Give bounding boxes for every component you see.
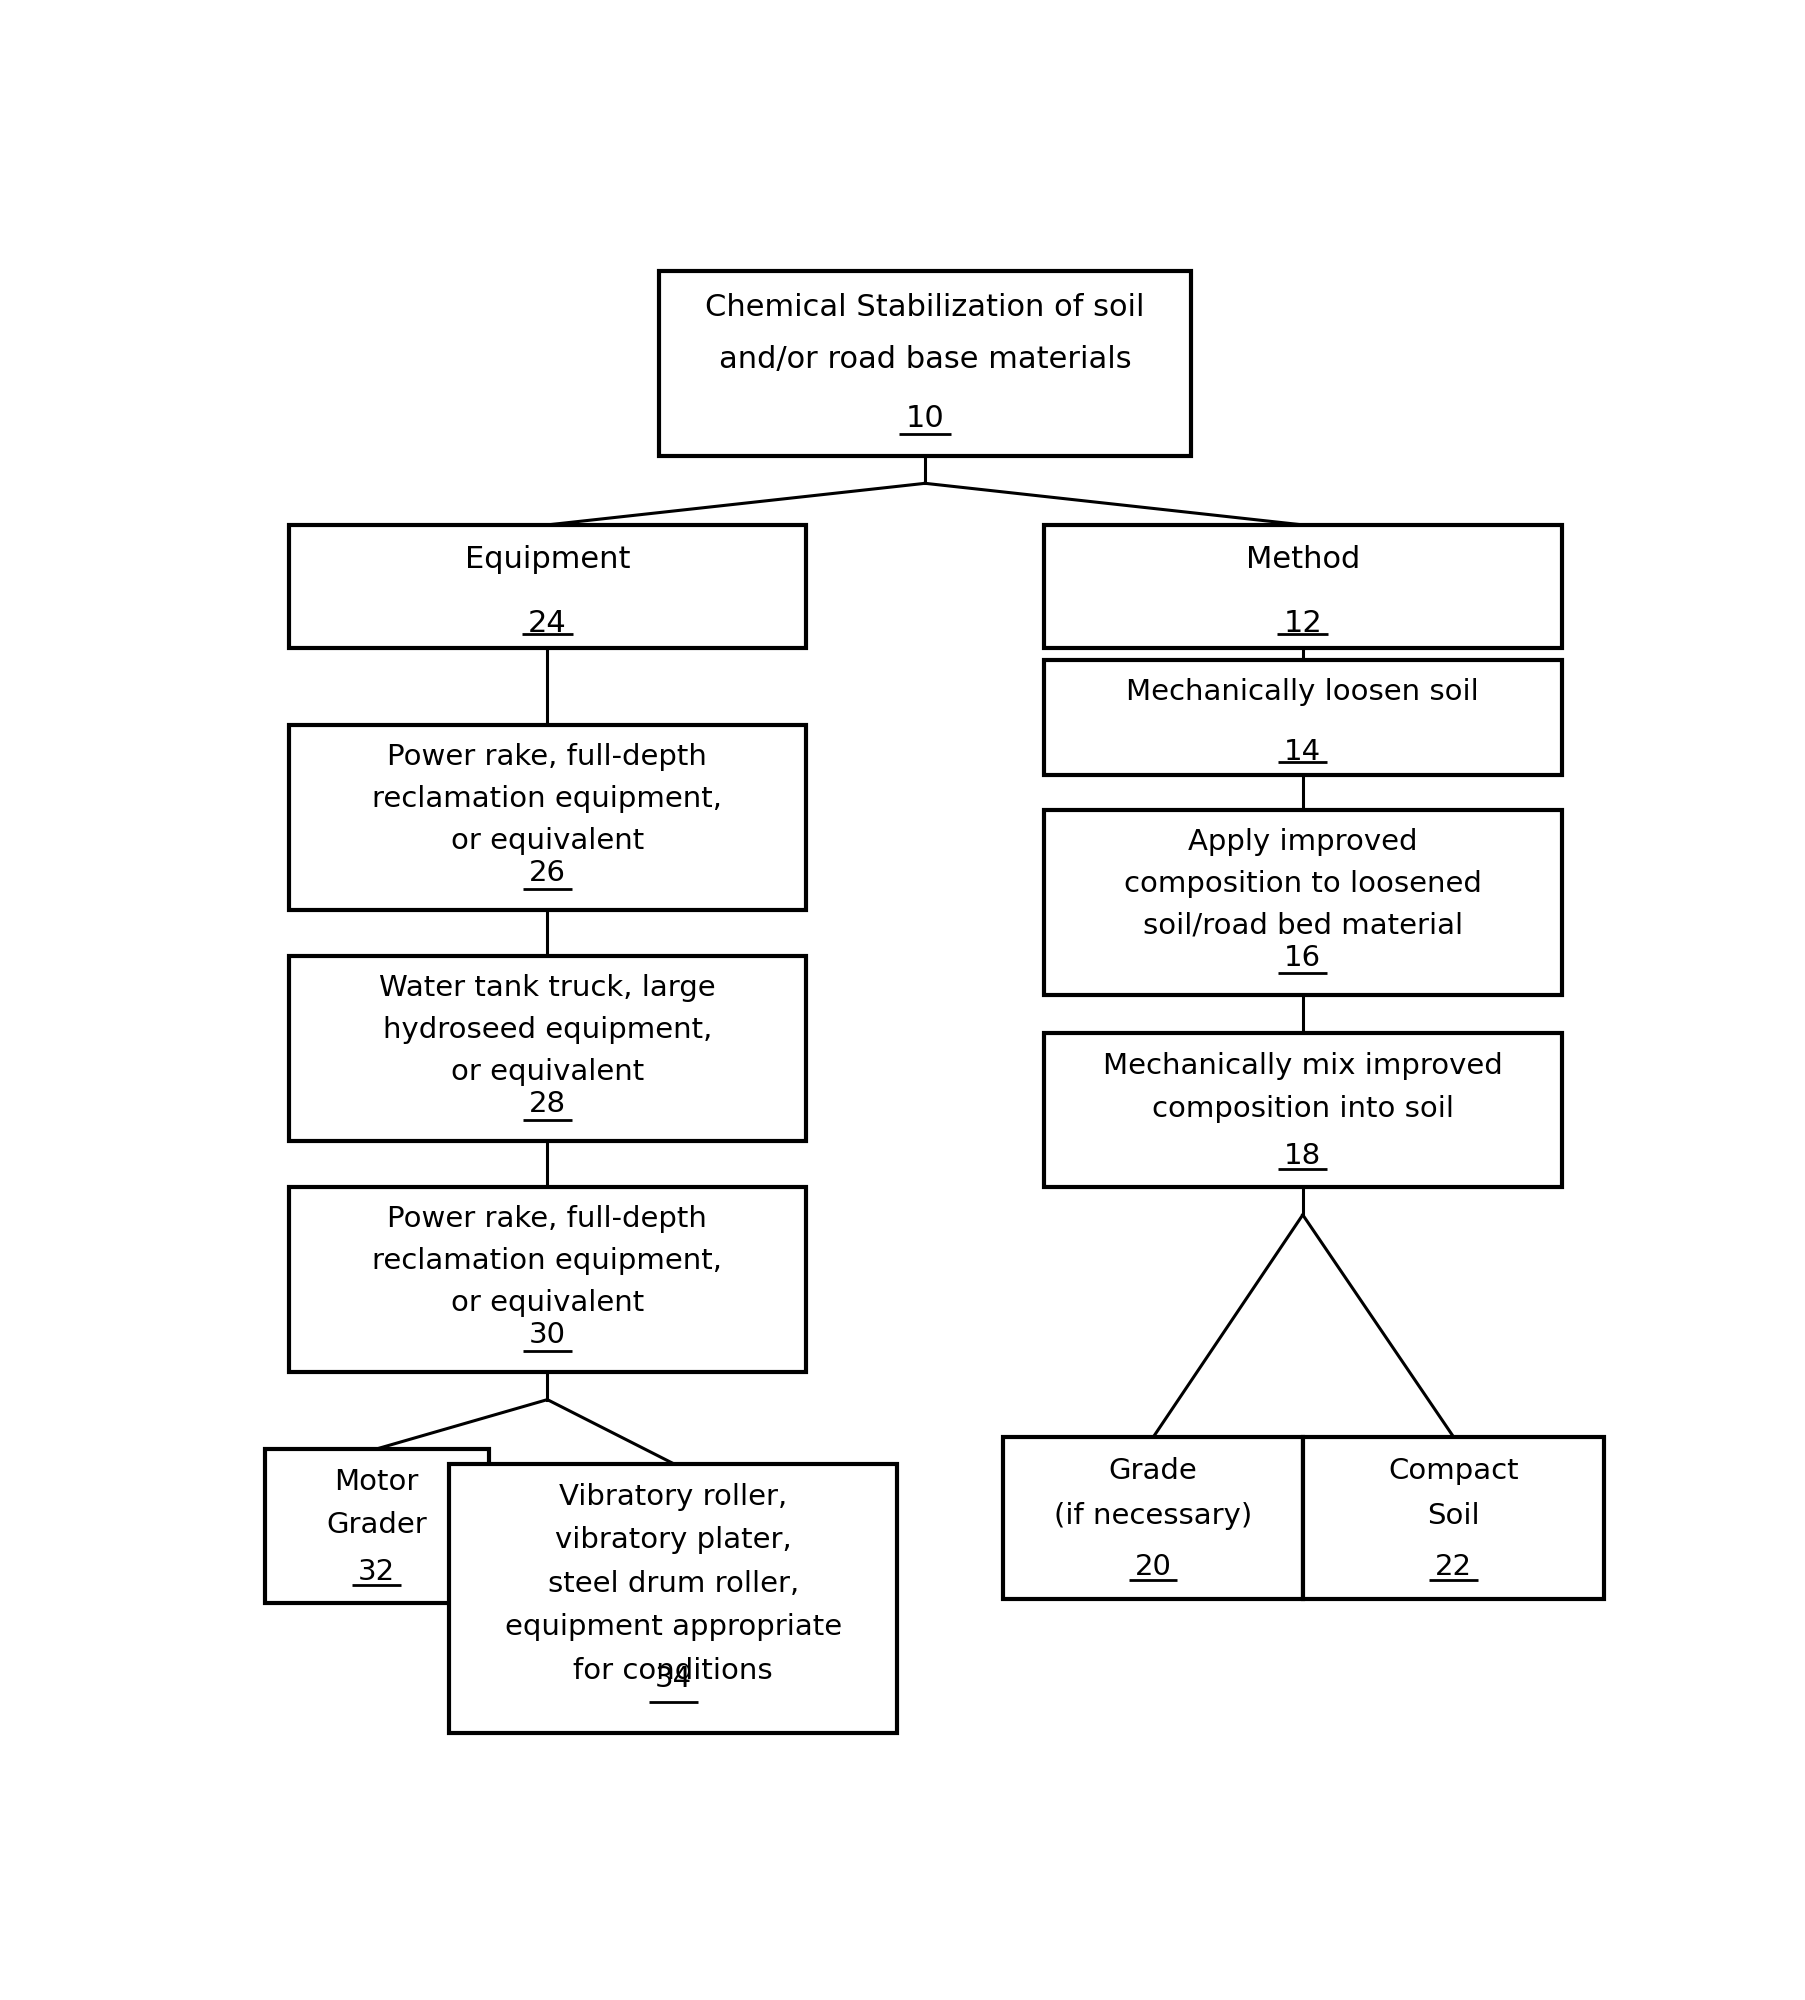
Text: or equivalent: or equivalent — [451, 1058, 644, 1086]
Text: reclamation equipment,: reclamation equipment, — [372, 1246, 722, 1274]
Bar — [1303, 1438, 1605, 1600]
Text: or equivalent: or equivalent — [451, 826, 644, 854]
Bar — [659, 270, 1191, 456]
Text: Chemical Stabilization of soil: Chemical Stabilization of soil — [706, 294, 1144, 322]
Text: Power rake, full-depth: Power rake, full-depth — [388, 744, 708, 772]
Text: 10: 10 — [906, 404, 944, 434]
Text: soil/road bed material: soil/road bed material — [1143, 912, 1462, 940]
Text: composition into soil: composition into soil — [1152, 1096, 1453, 1124]
Text: Mechanically loosen soil: Mechanically loosen soil — [1126, 678, 1478, 706]
Bar — [1043, 1034, 1561, 1188]
Text: Power rake, full-depth: Power rake, full-depth — [388, 1206, 708, 1234]
Bar — [289, 956, 807, 1140]
Text: Method: Method — [1245, 544, 1359, 574]
Bar — [1043, 660, 1561, 776]
Text: for conditions: for conditions — [574, 1658, 773, 1686]
Bar — [1043, 810, 1561, 994]
Text: 16: 16 — [1283, 944, 1321, 972]
Text: Water tank truck, large: Water tank truck, large — [379, 974, 715, 1002]
Text: vibratory plater,: vibratory plater, — [554, 1526, 792, 1554]
Text: 26: 26 — [529, 858, 565, 886]
Text: 24: 24 — [529, 608, 567, 638]
Text: 28: 28 — [529, 1090, 567, 1118]
Text: Soil: Soil — [1428, 1502, 1480, 1530]
Bar — [265, 1448, 489, 1602]
Text: Motor: Motor — [334, 1468, 419, 1496]
Text: Compact: Compact — [1388, 1458, 1520, 1486]
Text: hydroseed equipment,: hydroseed equipment, — [383, 1016, 711, 1044]
Bar — [289, 1188, 807, 1372]
Bar — [449, 1464, 897, 1734]
Text: 14: 14 — [1283, 738, 1321, 766]
Bar — [289, 524, 807, 648]
Text: 20: 20 — [1135, 1552, 1171, 1580]
Text: 22: 22 — [1435, 1552, 1473, 1580]
Text: 34: 34 — [655, 1666, 691, 1694]
Bar — [1043, 524, 1561, 648]
Text: 32: 32 — [357, 1558, 395, 1586]
Text: and/or road base materials: and/or road base materials — [718, 346, 1132, 374]
Text: or equivalent: or equivalent — [451, 1288, 644, 1316]
Text: (if necessary): (if necessary) — [1054, 1502, 1253, 1530]
Text: Mechanically mix improved: Mechanically mix improved — [1103, 1052, 1502, 1080]
Text: Vibratory roller,: Vibratory roller, — [560, 1482, 787, 1510]
Text: Apply improved: Apply improved — [1188, 828, 1417, 856]
Text: composition to loosened: composition to loosened — [1125, 870, 1482, 898]
Bar — [1004, 1438, 1303, 1600]
Text: Grader: Grader — [327, 1510, 428, 1538]
Text: reclamation equipment,: reclamation equipment, — [372, 784, 722, 812]
Text: 18: 18 — [1283, 1142, 1321, 1170]
Text: equipment appropriate: equipment appropriate — [505, 1614, 841, 1642]
Text: 30: 30 — [529, 1320, 565, 1348]
Text: Grade: Grade — [1108, 1458, 1197, 1486]
Text: steel drum roller,: steel drum roller, — [547, 1570, 800, 1598]
Text: Equipment: Equipment — [464, 544, 630, 574]
Text: 12: 12 — [1283, 608, 1321, 638]
Bar — [289, 726, 807, 910]
